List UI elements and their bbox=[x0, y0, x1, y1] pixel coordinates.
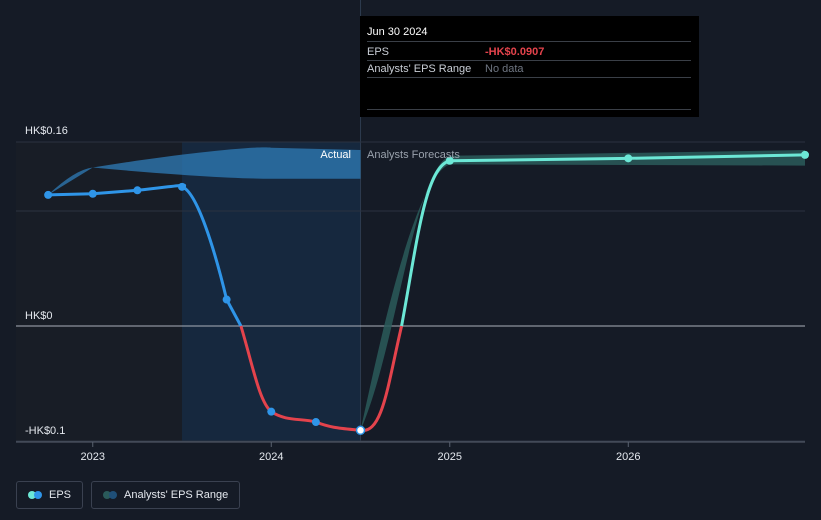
y-tick-label: -HK$0.1 bbox=[25, 425, 65, 437]
forecast-label: Analysts Forecasts bbox=[367, 149, 460, 161]
x-tick-label: 2025 bbox=[438, 451, 462, 463]
eps-point bbox=[311, 418, 320, 427]
historical-range-band bbox=[48, 147, 361, 195]
range-bands bbox=[48, 147, 805, 431]
eps-point bbox=[88, 189, 97, 198]
tooltip-eps-label: EPS bbox=[367, 46, 390, 58]
actual-period-highlight bbox=[182, 142, 361, 441]
eps-point bbox=[44, 190, 53, 199]
legend: EPS Analysts' EPS Range bbox=[16, 481, 241, 509]
legend-range-label: Analysts' EPS Range bbox=[124, 489, 229, 501]
eps-forecast-negative-line bbox=[360, 325, 404, 432]
y-tick-label: HK$0 bbox=[25, 310, 53, 322]
eps-forecast-point bbox=[445, 156, 454, 165]
tooltip: Jun 30 2024 EPS -HK$0.0907 Analysts' EPS… bbox=[360, 16, 699, 117]
eps-point bbox=[178, 182, 187, 191]
eps-point bbox=[133, 186, 142, 195]
eps-legend-icon bbox=[28, 491, 42, 499]
x-tick-label: 2024 bbox=[259, 451, 283, 463]
y-tick-label: HK$0.16 bbox=[25, 125, 68, 137]
tooltip-range-row: Analysts' EPS Range No data bbox=[367, 61, 691, 78]
actual-label: Actual bbox=[320, 149, 351, 161]
x-axis: 2023 2024 2025 2026 bbox=[16, 441, 805, 463]
eps-points[interactable] bbox=[44, 150, 809, 436]
tooltip-divider bbox=[367, 109, 691, 110]
range-legend-icon bbox=[103, 491, 118, 499]
legend-eps-button[interactable]: EPS bbox=[16, 481, 84, 509]
legend-range-button[interactable]: Analysts' EPS Range bbox=[91, 481, 241, 509]
eps-forecast-point bbox=[624, 154, 633, 163]
tooltip-range-label: Analysts' EPS Range bbox=[367, 63, 472, 75]
eps-negative-line bbox=[239, 325, 361, 432]
eps-forecast-point bbox=[801, 150, 809, 159]
y-axis-labels: HK$0.16 HK$0 -HK$0.1 bbox=[25, 125, 68, 437]
tooltip-eps-row: EPS -HK$0.0907 bbox=[367, 44, 691, 61]
eps-forecast-line bbox=[400, 153, 806, 327]
eps-highlight-point bbox=[355, 425, 366, 436]
tooltip-date: Jun 30 2024 bbox=[367, 24, 691, 42]
x-tick-label: 2026 bbox=[616, 451, 640, 463]
tooltip-eps-value: -HK$0.0907 bbox=[485, 46, 545, 58]
eps-point bbox=[267, 407, 276, 416]
gridlines bbox=[16, 141, 805, 442]
eps-point bbox=[222, 295, 231, 304]
x-tick-label: 2023 bbox=[81, 451, 105, 463]
tooltip-range-value: No data bbox=[485, 63, 524, 75]
legend-eps-label: EPS bbox=[49, 489, 72, 501]
